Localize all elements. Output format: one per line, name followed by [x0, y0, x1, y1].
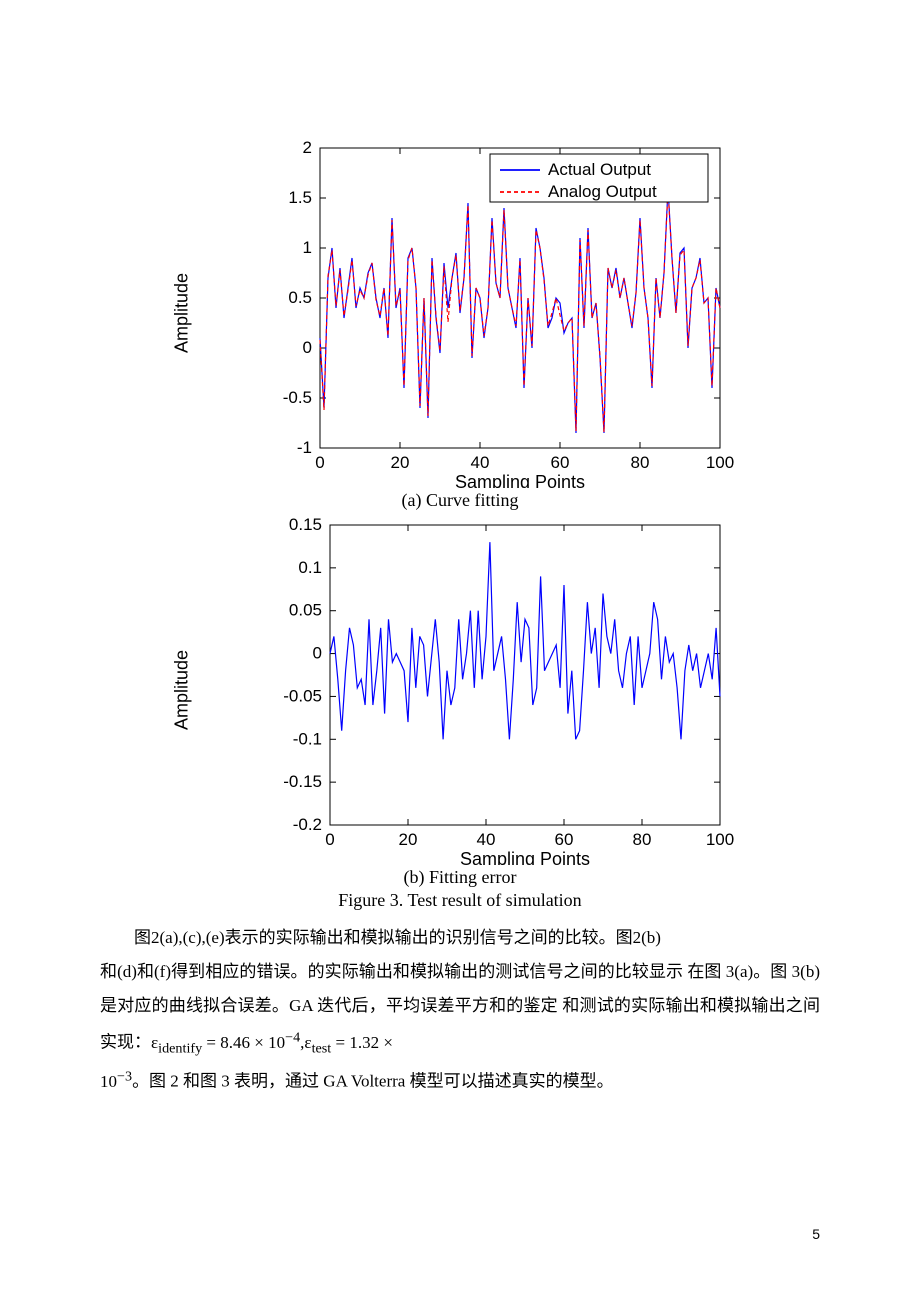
svg-text:0: 0	[313, 644, 322, 663]
chart-b: -0.2 -0.15 -0.1 -0.05 0 0.05 0.1 0.15 0 20 40 60 80 1…	[240, 515, 740, 865]
svg-text:0: 0	[315, 453, 324, 472]
svg-text:-0.2: -0.2	[293, 815, 322, 834]
svg-text:60: 60	[551, 453, 570, 472]
chart-b-ylabel: Amplitude	[172, 650, 193, 730]
body-line-2: 和(d)和(f)得到相应的错误。的实际输出和模拟输出的测试信号之间的比较显示	[100, 962, 683, 981]
svg-text:0: 0	[325, 830, 334, 849]
svg-text:Sampling Points: Sampling Points	[460, 849, 590, 865]
subcaption-b: (b) Fitting error	[404, 867, 517, 888]
svg-text:100: 100	[706, 453, 734, 472]
svg-text:Analog Output: Analog Output	[548, 182, 657, 201]
subcaption-a: (a) Curve fitting	[402, 490, 519, 511]
svg-text:Actual Output: Actual Output	[548, 160, 651, 179]
svg-text:0.15: 0.15	[289, 515, 322, 534]
svg-text:2: 2	[303, 138, 312, 157]
svg-text:0.1: 0.1	[298, 558, 322, 577]
svg-text:20: 20	[391, 453, 410, 472]
svg-text:-0.1: -0.1	[293, 729, 322, 748]
svg-text:60: 60	[555, 830, 574, 849]
svg-text:0.5: 0.5	[288, 288, 312, 307]
svg-text:0.05: 0.05	[289, 601, 322, 620]
svg-text:-1: -1	[297, 438, 312, 457]
svg-text:80: 80	[631, 453, 650, 472]
svg-text:1.5: 1.5	[288, 188, 312, 207]
svg-text:100: 100	[706, 830, 734, 849]
svg-text:-0.5: -0.5	[283, 388, 312, 407]
chart-a: -1-0.500.511.52020406080100Sampling Poin…	[240, 138, 740, 488]
page-number: 5	[812, 1226, 820, 1242]
svg-text:-0.05: -0.05	[283, 686, 322, 705]
svg-text:80: 80	[633, 830, 652, 849]
svg-text:40: 40	[471, 453, 490, 472]
figure-caption: Figure 3. Test result of simulation	[338, 890, 581, 911]
chart-a-wrap: Amplitude -1-0.500.511.52020406080100Sam…	[240, 138, 740, 488]
body-line-5b: 。图 2 和图 3 表明，通过 GA Volterra 模型可以描述真实的模型。	[132, 1072, 614, 1091]
svg-text:20: 20	[399, 830, 418, 849]
svg-text:0: 0	[303, 338, 312, 357]
body-math-2: 10−3	[100, 1072, 132, 1091]
svg-text:40: 40	[477, 830, 496, 849]
svg-text:1: 1	[303, 238, 312, 257]
body-paragraph: 图2(a),(c),(e)表示的实际输出和模拟输出的识别信号之间的比较。图2(b…	[100, 921, 820, 1099]
svg-text:Sampling Points: Sampling Points	[455, 472, 585, 488]
body-line-1: 图2(a),(c),(e)表示的实际输出和模拟输出的识别信号之间的比较。图2(b…	[134, 928, 661, 947]
chart-a-ylabel: Amplitude	[172, 273, 193, 353]
svg-text:-0.15: -0.15	[283, 772, 322, 791]
body-math-1: εidentify = 8.46 × 10−4,εtest = 1.32 ×	[151, 1033, 393, 1052]
figure-3: Amplitude -1-0.500.511.52020406080100Sam…	[100, 138, 820, 911]
chart-b-wrap: Amplitude -0.2-0.15-0.1-0.0500.050.10.15…	[240, 515, 740, 865]
